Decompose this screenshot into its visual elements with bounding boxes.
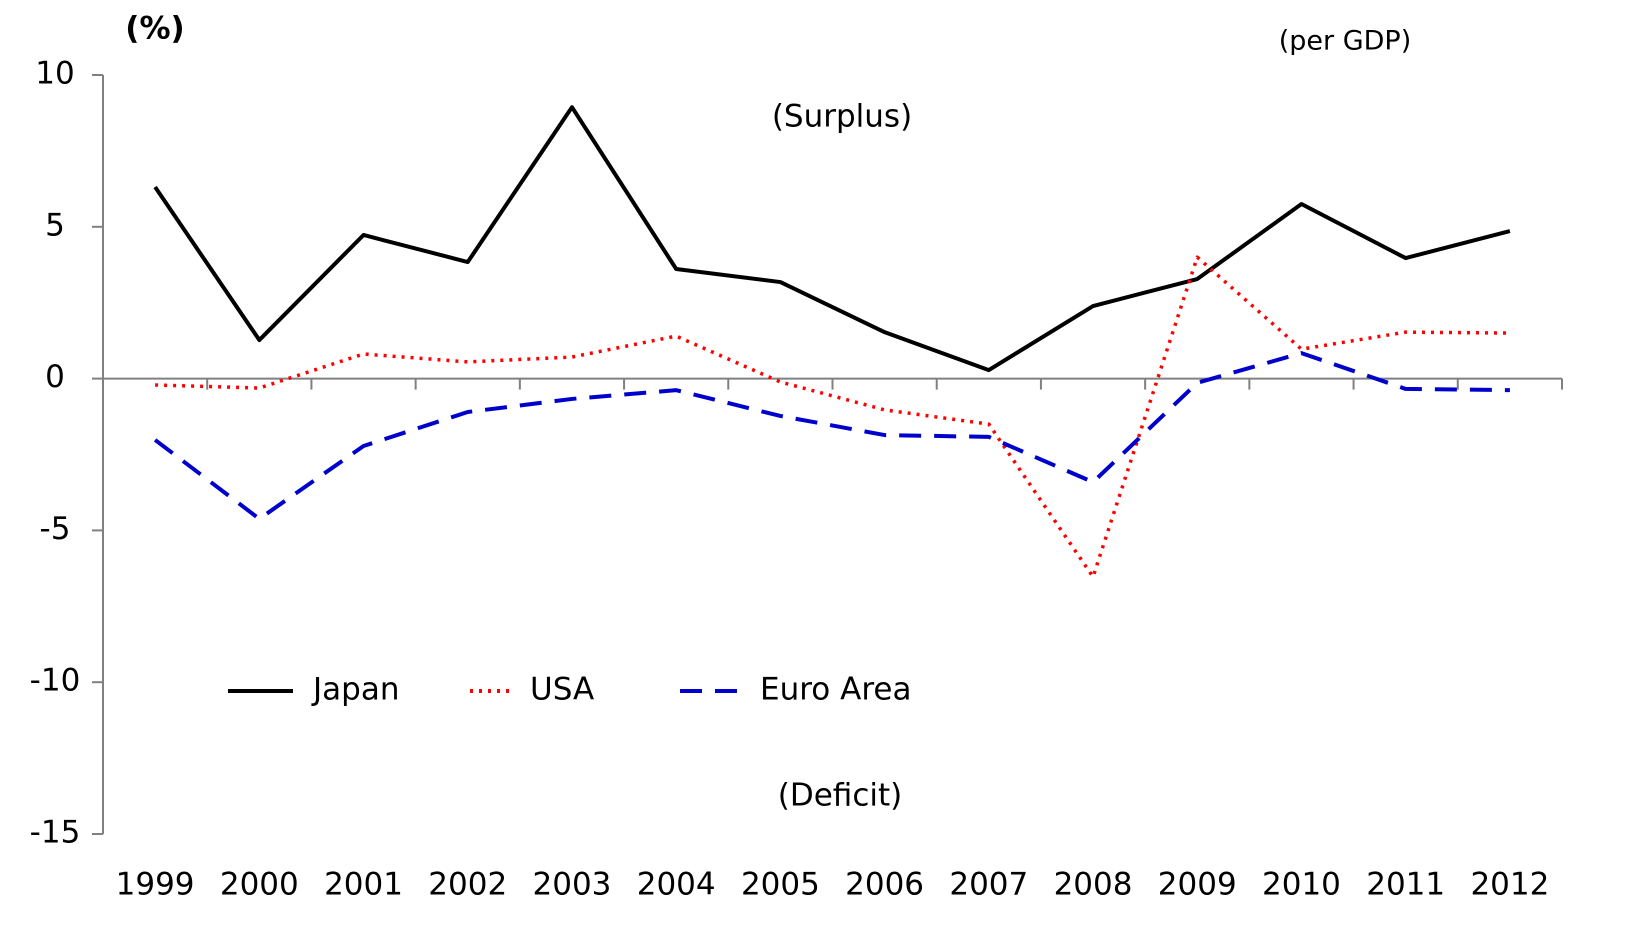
x-tick-label: 2001 xyxy=(324,867,403,903)
x-tick-label: 2004 xyxy=(637,867,716,903)
y-tick-label: 10 xyxy=(35,56,74,92)
annotation: (Surplus) xyxy=(772,99,912,135)
series-line xyxy=(153,351,1510,521)
x-tick-label: 2011 xyxy=(1366,867,1445,903)
x-tick-label: 2008 xyxy=(1054,867,1133,903)
legend-label: USA xyxy=(530,672,594,708)
x-tick-label: 1999 xyxy=(116,867,195,903)
x-tick-label: 2000 xyxy=(220,867,299,903)
x-tick-label: 2003 xyxy=(533,867,612,903)
x-tick-label: 2007 xyxy=(949,867,1028,903)
y-tick-label: -15 xyxy=(30,815,81,851)
y-tick-label: 0 xyxy=(45,359,65,395)
x-tick-label: 2005 xyxy=(741,867,820,903)
y-axis-label: (%) xyxy=(125,11,184,47)
y-tick-label: -10 xyxy=(30,663,81,699)
x-tick-label: 2010 xyxy=(1262,867,1341,903)
x-tick-label: 2002 xyxy=(428,867,507,903)
x-tick-label: 2012 xyxy=(1470,867,1549,903)
legend-label: Japan xyxy=(311,672,399,708)
annotation: (Deficit) xyxy=(778,778,902,814)
x-tick-label: 2009 xyxy=(1158,867,1237,903)
legend-label: Euro Area xyxy=(760,672,911,708)
x-tick-label: 2006 xyxy=(845,867,924,903)
y-tick-label: -5 xyxy=(40,511,71,547)
series-line xyxy=(153,105,1511,373)
y-tick-label: 5 xyxy=(45,207,65,243)
annotation: (per GDP) xyxy=(1279,26,1412,57)
